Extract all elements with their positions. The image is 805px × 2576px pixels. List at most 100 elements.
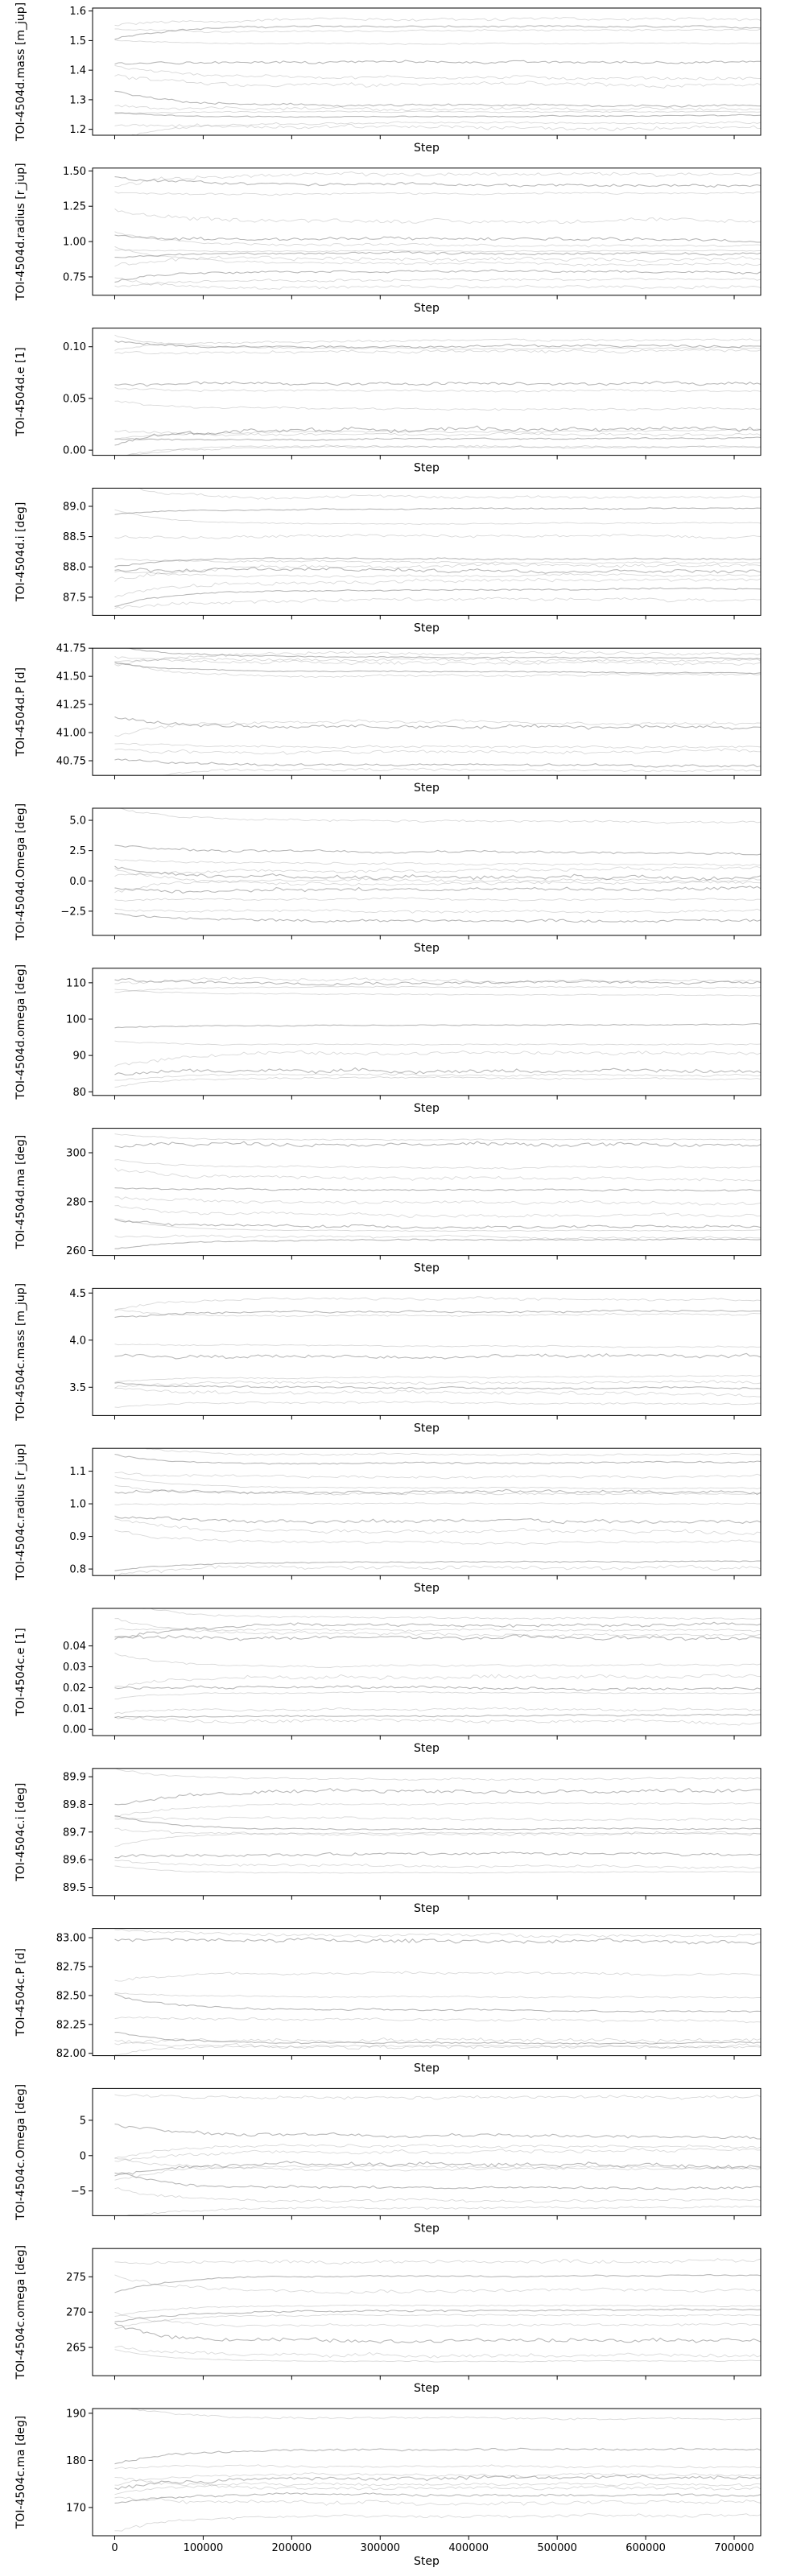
- walker-trace: [114, 2172, 761, 2190]
- walker-trace: [114, 2274, 761, 2294]
- walker-trace: [114, 386, 761, 393]
- trace-panel: −5 0 5 Step TOI-4504c.Omega [deg]: [14, 2084, 762, 2235]
- x-axis-label: Step: [414, 2222, 440, 2235]
- walker-trace: [114, 1802, 761, 1818]
- walker-trace: [123, 648, 761, 660]
- walker-trace: [114, 171, 761, 188]
- walker-trace: [114, 558, 761, 564]
- walker-trace: [114, 1133, 761, 1141]
- walker-trace: [114, 2349, 761, 2363]
- walker-trace: [114, 1218, 761, 1229]
- walker-trace: [114, 381, 761, 387]
- y-tick-label: 1.2: [69, 124, 86, 136]
- x-axis-label: Step: [414, 142, 440, 155]
- walker-trace: [114, 1690, 761, 1699]
- walker-traces: [114, 648, 761, 776]
- walker-trace: [114, 400, 761, 411]
- axes-frame: [92, 7, 762, 136]
- walker-trace: [114, 1453, 761, 1465]
- walker-trace: [114, 1472, 761, 1480]
- walker-trace: [114, 655, 761, 666]
- walker-trace: [114, 2161, 761, 2177]
- walker-trace: [114, 507, 761, 515]
- y-axis-label: TOI-4504d.radius [r_jup]: [14, 163, 27, 301]
- walker-trace: [114, 2304, 761, 2317]
- y-tick-label: 88.0: [63, 562, 86, 574]
- walker-trace: [114, 436, 761, 441]
- x-axis-label: Step: [414, 462, 440, 475]
- walker-trace: [114, 1816, 761, 1822]
- walker-trace: [114, 2464, 761, 2470]
- walker-trace: [114, 662, 761, 675]
- walker-trace: [114, 1929, 761, 1938]
- y-tick-label: 270: [66, 2307, 86, 2319]
- walker-trace: [114, 2491, 761, 2504]
- walker-trace: [114, 1309, 761, 1319]
- walker-trace: [114, 1344, 761, 1348]
- walker-trace: [137, 488, 761, 500]
- y-tick-label: 0.0: [69, 876, 86, 888]
- y-axis-label: TOI-4504c.mass [m_jup]: [14, 1283, 27, 1422]
- walker-trace: [114, 2124, 761, 2140]
- walker-trace: [114, 719, 761, 737]
- walker-trace: [114, 16, 761, 27]
- y-tick-label: 89.7: [63, 1827, 86, 1839]
- walker-trace: [114, 340, 761, 349]
- walker-trace: [114, 1627, 761, 1633]
- walker-trace: [114, 1937, 761, 1945]
- trace-panel: 0.00 0.01 0.02 0.03 0.04 Step TOI-4504c.e [1]: [14, 1608, 762, 1755]
- y-tick-label: 90: [72, 1051, 86, 1063]
- walker-trace: [114, 277, 761, 290]
- y-tick-label: 2.5: [69, 845, 86, 857]
- walker-traces: [114, 171, 761, 290]
- y-axis-label: TOI-4504d.Omega [deg]: [14, 803, 27, 941]
- x-tick-label: 300000: [360, 2542, 400, 2554]
- y-tick-label: 1.1: [69, 1466, 86, 1478]
- walker-trace: [123, 444, 761, 456]
- axes-frame: [92, 2248, 762, 2376]
- x-axis-label: Step: [414, 621, 440, 634]
- y-tick-label: 0.9: [69, 1531, 86, 1543]
- walker-trace: [114, 123, 761, 131]
- y-axis-label: TOI-4504d.mass [m_jup]: [14, 2, 27, 142]
- x-tick-label: 0: [111, 2542, 118, 2554]
- walker-trace: [114, 865, 761, 881]
- trace-panel: 0.75 1.00 1.25 1.50 Step TOI-4504d.radius [r_…: [14, 163, 762, 315]
- walker-trace: [114, 1067, 761, 1075]
- walker-trace: [114, 912, 761, 923]
- walker-trace: [114, 897, 761, 902]
- y-tick-label: 4.5: [69, 1288, 86, 1300]
- walker-traces: [114, 1296, 761, 1408]
- walker-trace: [114, 64, 761, 80]
- walker-trace: [114, 650, 761, 667]
- axes-frame: [92, 2408, 762, 2537]
- y-tick-label: 41.50: [56, 671, 86, 683]
- y-tick-label: 82.00: [56, 2048, 86, 2060]
- walker-trace: [114, 1787, 761, 1806]
- y-tick-label: 1.3: [69, 94, 86, 106]
- walker-trace: [127, 445, 761, 456]
- trace-panel: 0.00 0.05 0.10 Step TOI-4504d.e [1]: [14, 328, 762, 475]
- walker-trace: [114, 2187, 761, 2203]
- y-tick-label: 88.5: [63, 531, 86, 543]
- y-tick-label: 0.10: [63, 341, 86, 353]
- y-tick-label: 0.05: [63, 393, 86, 405]
- walker-trace: [114, 1865, 761, 1874]
- y-axis-label: TOI-4504d.omega [deg]: [14, 964, 27, 1100]
- y-tick-label: 1.50: [63, 166, 86, 178]
- trace-panel: 40.75 41.00 41.25 41.50 41.75 Step TOI-4504d.P…: [14, 643, 762, 795]
- walker-trace: [114, 570, 761, 578]
- trace-panel: 82.00 82.25 82.50 82.75 83.00 Step TOI-4504c.P…: [14, 1928, 762, 2075]
- y-axis-label: TOI-4504c.omega [deg]: [14, 2245, 27, 2380]
- walker-trace: [114, 2311, 761, 2327]
- walker-trace: [114, 2475, 761, 2491]
- y-axis-label: TOI-4504d.P [d]: [14, 667, 27, 757]
- walker-trace: [114, 1852, 761, 1859]
- walker-trace: [114, 1040, 761, 1046]
- x-axis-label: Step: [414, 1262, 440, 1275]
- y-tick-label: 260: [66, 1245, 86, 1257]
- x-axis-label: Step: [414, 782, 440, 795]
- walker-trace: [114, 2031, 761, 2045]
- walker-traces: [114, 488, 761, 609]
- walker-trace: [114, 868, 761, 886]
